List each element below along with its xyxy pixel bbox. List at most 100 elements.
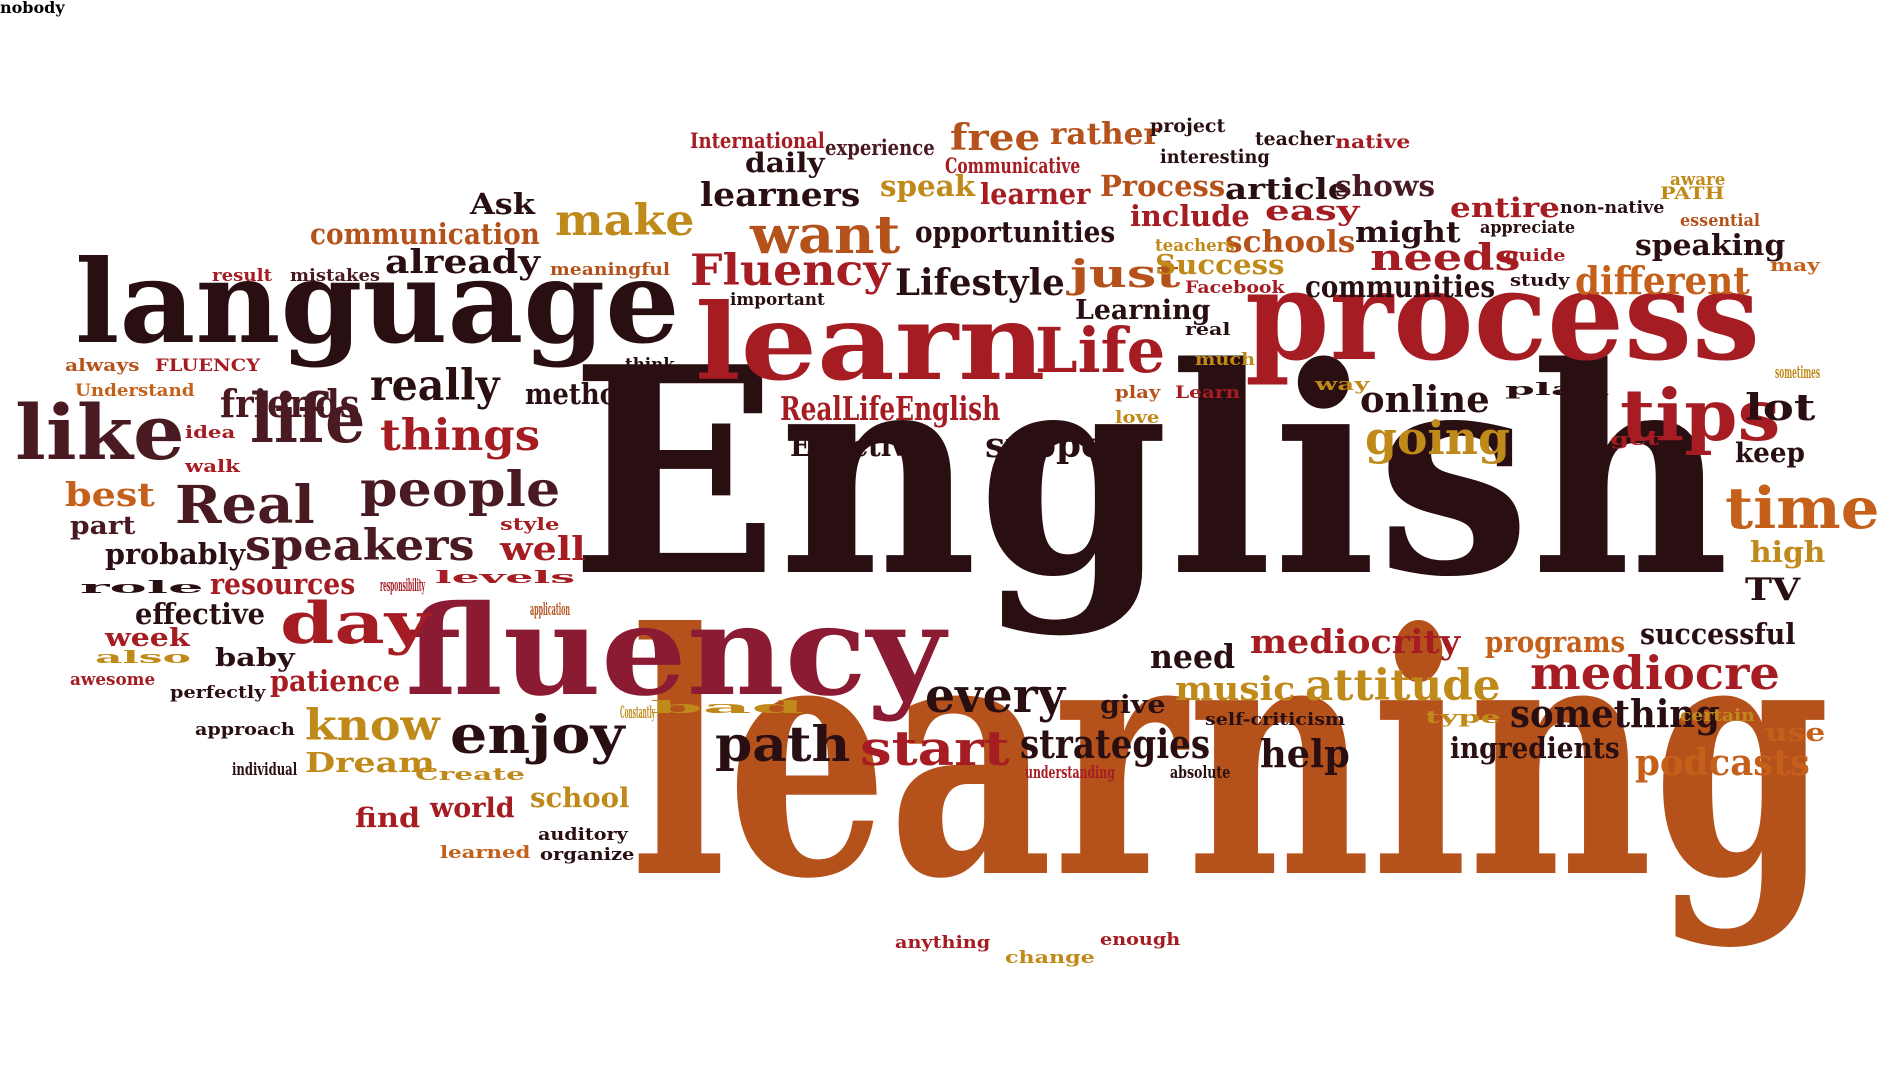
word-success: Success	[1155, 250, 1285, 281]
word-may: may	[1770, 256, 1820, 276]
word-experience: experience	[825, 135, 935, 160]
word-path-caps: PATH	[1660, 184, 1725, 204]
word-international: International	[690, 128, 825, 153]
word-dream: Dream	[305, 748, 435, 779]
word-aware: aware	[1670, 170, 1726, 190]
word-day: day	[280, 590, 430, 657]
word-walk: walk	[185, 457, 240, 477]
word-tv: TV	[1745, 572, 1801, 608]
word-week: week	[105, 623, 190, 652]
word-role: role	[80, 578, 204, 598]
word-awesome: awesome	[70, 670, 156, 690]
word-schools: schools	[1225, 225, 1356, 260]
word-organize: organize	[540, 845, 635, 865]
word-successful: successful	[1640, 617, 1796, 651]
word-need: need	[1150, 637, 1236, 676]
word-meaningful: meaningful	[550, 260, 671, 280]
word-support: support	[985, 425, 1141, 466]
word-best: best	[65, 475, 155, 514]
word-resources: resources	[210, 567, 356, 601]
word-individual: individual	[232, 760, 298, 780]
word-anything: anything	[895, 933, 991, 953]
word-language: language	[75, 235, 680, 369]
word-approach: approach	[195, 720, 295, 740]
word-want: want	[750, 205, 901, 266]
word-make: make	[555, 196, 695, 246]
word-help: help	[1260, 731, 1350, 776]
word-speaking: speaking	[1635, 228, 1786, 262]
word-something: something	[1510, 691, 1720, 736]
word-play: play	[1115, 383, 1161, 403]
word-learning-capital: Learning	[1075, 295, 1211, 326]
word-music: music	[1175, 669, 1296, 708]
word-lifestyle: Lifestyle	[895, 262, 1065, 304]
word-much: much	[1195, 350, 1256, 370]
word-study: study	[1510, 271, 1570, 291]
word-ask: Ask	[470, 187, 535, 221]
word-probably: probably	[105, 537, 246, 571]
word-know: know	[305, 701, 440, 751]
word-well: well	[500, 529, 586, 568]
word-result: result	[212, 266, 272, 286]
word-enjoy: enjoy	[450, 705, 625, 766]
word-include: include	[1130, 199, 1250, 233]
word-keep: keep	[1735, 438, 1805, 469]
word-constantly: Constantly	[620, 703, 656, 723]
word-start: start	[860, 721, 1010, 777]
word-reallifeenglish: RealLifeEnglish	[780, 389, 1001, 428]
word-real: real	[1185, 320, 1231, 340]
word-facebook: Facebook	[1185, 278, 1285, 298]
word-self-criticism: self-criticism	[1205, 710, 1346, 730]
word-also: also	[95, 648, 191, 668]
word-teachers: teachers	[1155, 236, 1235, 256]
word-effective-capital: Effective	[790, 429, 925, 463]
word-time: time	[1725, 475, 1880, 542]
word-entire: entire	[1450, 193, 1560, 224]
word-communication: communication	[310, 217, 540, 251]
word-auditory: auditory	[538, 825, 628, 845]
word-always: always	[65, 356, 140, 376]
word-communities: communities	[1305, 270, 1496, 305]
word-absolute: absolute	[1170, 763, 1231, 783]
word-mediocrity: mediocrity	[1250, 622, 1461, 661]
word-ingredients: ingredients	[1450, 731, 1620, 765]
word-learner: learner	[980, 177, 1091, 211]
word-lot: lot	[1745, 387, 1816, 429]
word-use: use	[1765, 718, 1826, 747]
word-process-capital: Process	[1100, 169, 1226, 203]
word-school: school	[530, 783, 630, 814]
word-things: things	[380, 411, 541, 461]
word-process: process	[1245, 244, 1761, 389]
word-world: world	[430, 793, 515, 824]
word-part: part	[70, 511, 136, 540]
word-going: going	[1365, 411, 1510, 465]
word-learn-capital: Learn	[1175, 383, 1241, 403]
word-nobody: nobody	[0, 0, 65, 17]
word-change: change	[1005, 948, 1095, 968]
word-levels: levels	[435, 568, 576, 588]
word-fluency-capital: Fluency	[690, 246, 890, 296]
word-mistakes: mistakes	[290, 266, 381, 286]
word-non-native: non-native	[1560, 198, 1665, 218]
word-article: article	[1225, 172, 1350, 206]
word-learn: learn	[695, 280, 1046, 404]
word-way: way	[1315, 375, 1370, 395]
word-already: already	[385, 242, 540, 281]
word-needs: needs	[1370, 237, 1521, 279]
word-like: like	[15, 388, 185, 477]
word-high: high	[1750, 535, 1826, 569]
word-different: different	[1575, 258, 1750, 303]
word-methods: methods	[525, 377, 650, 411]
word-perfectly: perfectly	[170, 683, 266, 703]
word-just: just	[1070, 251, 1181, 296]
word-interesting: interesting	[1160, 146, 1270, 168]
word-programs: programs	[1485, 625, 1626, 659]
word-get: get	[1610, 430, 1660, 450]
word-might: might	[1355, 215, 1461, 249]
word-guide: guide	[1505, 246, 1566, 266]
word-important: important	[730, 290, 825, 310]
word-certain: certain	[1680, 706, 1755, 726]
word-mediocre: mediocre	[1530, 646, 1780, 700]
word-attitude: attitude	[1305, 661, 1501, 711]
